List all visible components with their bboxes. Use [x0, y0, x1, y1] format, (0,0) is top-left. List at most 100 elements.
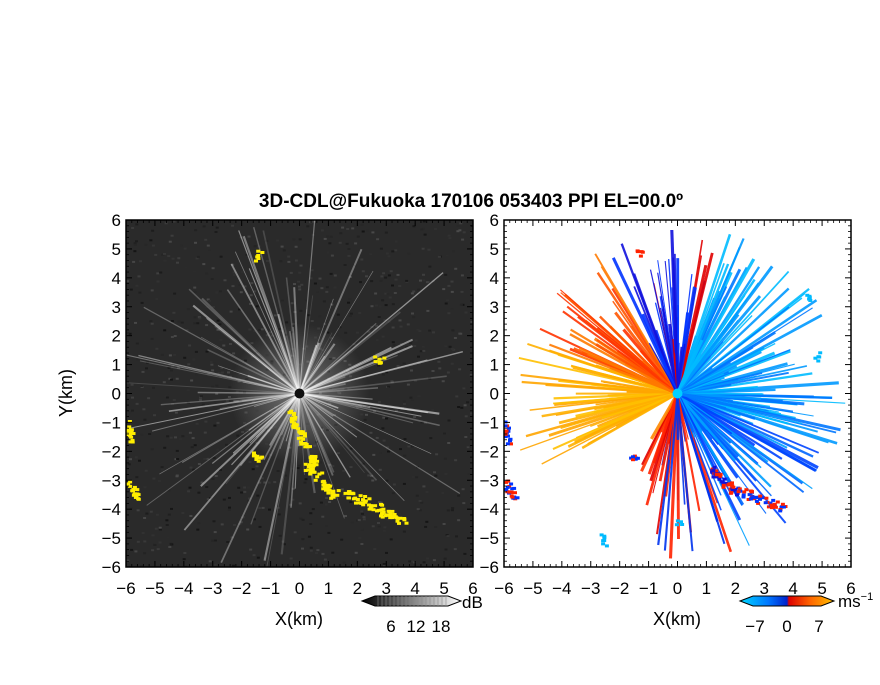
- noise-speckle: [215, 231, 218, 233]
- strong-echo-patch: [254, 260, 258, 263]
- y-tick-label: −5: [480, 529, 499, 548]
- noise-speckle: [193, 490, 196, 492]
- strong-echo-patch: [322, 480, 326, 483]
- noise-speckle: [169, 354, 172, 356]
- noise-speckle: [464, 436, 467, 438]
- noise-speckle: [142, 371, 145, 373]
- noise-speckle: [173, 293, 176, 295]
- noise-speckle: [395, 241, 398, 243]
- noise-speckle: [363, 516, 366, 518]
- noise-speckle: [279, 535, 282, 537]
- noise-speckle: [442, 288, 445, 290]
- noise-speckle: [387, 451, 390, 453]
- noise-speckle: [379, 452, 382, 454]
- noise-speckle: [221, 372, 224, 374]
- velocity-echo-patch: [639, 255, 643, 258]
- velocity-echo-patch: [513, 491, 517, 494]
- noise-speckle: [194, 291, 197, 293]
- y-tick-label: −5: [102, 529, 121, 548]
- y-tick-label: 3: [112, 298, 121, 317]
- strong-echo-patch: [382, 357, 386, 360]
- noise-speckle: [299, 310, 302, 312]
- velocity-echo-patch: [722, 484, 726, 487]
- velocity-echo-patch: [742, 494, 746, 497]
- noise-speckle: [155, 528, 158, 530]
- noise-speckle: [192, 409, 195, 411]
- noise-speckle: [171, 235, 174, 237]
- noise-speckle: [131, 410, 134, 412]
- right-colorbar-unit-base: ms: [838, 592, 861, 611]
- noise-speckle: [451, 363, 454, 365]
- x-tick-label: 0: [673, 579, 682, 598]
- noise-speckle: [130, 549, 133, 551]
- velocity-echo-patch: [744, 488, 748, 491]
- noise-speckle: [350, 472, 353, 474]
- noise-speckle: [412, 316, 415, 318]
- noise-speckle: [438, 256, 441, 258]
- noise-speckle: [159, 542, 162, 544]
- noise-speckle: [240, 291, 243, 293]
- noise-speckle: [232, 285, 235, 287]
- noise-speckle: [134, 550, 137, 552]
- noise-speckle: [460, 407, 463, 409]
- noise-speckle: [214, 564, 217, 566]
- noise-speckle: [437, 361, 440, 363]
- noise-speckle: [418, 395, 421, 397]
- noise-speckle: [205, 324, 208, 326]
- noise-speckle: [152, 478, 155, 480]
- velocity-echo-patch: [771, 499, 775, 502]
- noise-speckle: [304, 482, 307, 484]
- noise-speckle: [366, 229, 369, 231]
- noise-speckle: [192, 437, 195, 439]
- noise-speckle: [134, 322, 137, 324]
- strong-echo-patch: [315, 475, 319, 478]
- noise-speckle: [451, 348, 454, 350]
- noise-speckle: [134, 244, 137, 246]
- velocity-echo-patch: [758, 495, 762, 498]
- velocity-echo-patch: [509, 483, 513, 486]
- right-colorbar-unit: ms−1: [838, 591, 873, 611]
- strong-echo-patch: [309, 469, 313, 472]
- noise-speckle: [192, 359, 195, 361]
- noise-speckle: [150, 511, 153, 513]
- noise-speckle: [195, 373, 198, 375]
- noise-speckle: [230, 311, 233, 313]
- velocity-echo-patch: [817, 356, 821, 359]
- noise-speckle: [166, 435, 169, 437]
- noise-speckle: [243, 491, 246, 493]
- noise-speckle: [193, 322, 196, 324]
- noise-speckle: [297, 281, 300, 283]
- x-tick-label: −5: [523, 579, 542, 598]
- noise-speckle: [144, 486, 147, 488]
- noise-speckle: [214, 531, 217, 533]
- strong-echo-patch: [290, 417, 294, 420]
- noise-speckle: [157, 281, 160, 283]
- noise-speckle: [372, 525, 375, 527]
- noise-speckle: [465, 312, 468, 314]
- noise-speckle: [151, 323, 154, 325]
- noise-speckle: [451, 308, 454, 310]
- noise-speckle: [403, 455, 406, 457]
- strong-echo-patch: [252, 452, 256, 455]
- strong-echo-patch: [332, 493, 336, 496]
- strong-echo-patch: [402, 518, 406, 521]
- velocity-echo-patch: [716, 473, 720, 476]
- noise-speckle: [424, 234, 427, 236]
- y-tick-label: −1: [480, 413, 499, 432]
- noise-speckle: [236, 435, 239, 437]
- noise-speckle: [411, 313, 414, 315]
- noise-speckle: [212, 267, 215, 269]
- noise-speckle: [405, 280, 408, 282]
- noise-speckle: [385, 418, 388, 420]
- noise-speckle: [349, 501, 352, 503]
- noise-speckle: [153, 544, 156, 546]
- noise-speckle: [361, 224, 364, 226]
- noise-speckle: [320, 502, 323, 504]
- noise-speckle: [412, 476, 415, 478]
- noise-speckle: [200, 395, 203, 397]
- noise-speckle: [426, 310, 429, 312]
- strong-echo-patch: [293, 425, 297, 428]
- noise-speckle: [355, 552, 358, 554]
- noise-speckle: [465, 415, 468, 417]
